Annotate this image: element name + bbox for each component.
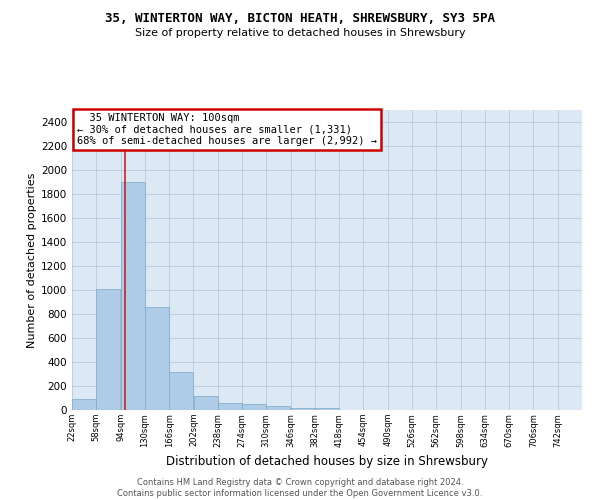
Text: 35 WINTERTON WAY: 100sqm
← 30% of detached houses are smaller (1,331)
68% of sem: 35 WINTERTON WAY: 100sqm ← 30% of detach… bbox=[77, 113, 377, 146]
Bar bbox=[194, 396, 218, 410]
Text: Size of property relative to detached houses in Shrewsbury: Size of property relative to detached ho… bbox=[134, 28, 466, 38]
Bar bbox=[266, 406, 290, 410]
Bar bbox=[169, 372, 193, 410]
Bar bbox=[97, 289, 121, 410]
Bar bbox=[291, 408, 314, 410]
Text: 35, WINTERTON WAY, BICTON HEATH, SHREWSBURY, SY3 5PA: 35, WINTERTON WAY, BICTON HEATH, SHREWSB… bbox=[105, 12, 495, 26]
Text: Contains HM Land Registry data © Crown copyright and database right 2024.
Contai: Contains HM Land Registry data © Crown c… bbox=[118, 478, 482, 498]
Bar bbox=[242, 404, 266, 410]
Bar bbox=[218, 403, 242, 410]
Bar bbox=[121, 182, 145, 410]
Bar bbox=[145, 307, 169, 410]
Bar bbox=[72, 399, 96, 410]
X-axis label: Distribution of detached houses by size in Shrewsbury: Distribution of detached houses by size … bbox=[166, 455, 488, 468]
Bar bbox=[315, 408, 339, 410]
Y-axis label: Number of detached properties: Number of detached properties bbox=[27, 172, 37, 348]
